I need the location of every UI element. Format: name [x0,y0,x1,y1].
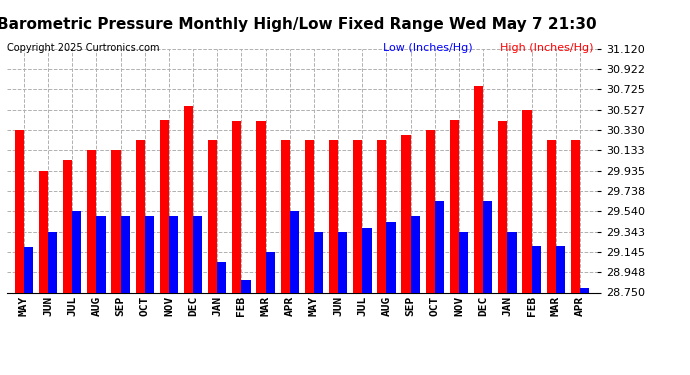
Bar [184,106,193,292]
Bar [121,216,130,292]
Bar [362,228,371,292]
Bar [531,246,541,292]
Bar [193,216,202,292]
Bar [507,231,517,292]
Text: Barometric Pressure Monthly High/Low Fixed Range Wed May 7 21:30: Barometric Pressure Monthly High/Low Fix… [0,17,597,32]
Bar [580,288,589,292]
Bar [169,216,178,292]
Bar [63,160,72,292]
Bar [483,201,493,292]
Bar [329,140,338,292]
Bar [402,135,411,292]
Bar [338,231,347,292]
Bar [24,247,33,292]
Bar [571,140,580,292]
Bar [498,121,507,292]
Bar [435,201,444,292]
Bar [39,171,48,292]
Bar [233,121,241,292]
Bar [217,262,226,292]
Bar [426,130,435,292]
Bar [474,86,483,292]
Bar [450,120,459,292]
Bar [266,252,275,292]
Text: Low (Inches/Hg): Low (Inches/Hg) [383,43,473,53]
Bar [257,121,266,292]
Bar [459,231,469,292]
Bar [411,216,420,292]
Bar [111,150,121,292]
Text: High (Inches/Hg): High (Inches/Hg) [500,43,594,53]
Bar [555,246,565,292]
Text: Copyright 2025 Curtronics.com: Copyright 2025 Curtronics.com [7,43,159,53]
Bar [14,130,24,292]
Bar [377,140,386,292]
Bar [72,211,81,292]
Bar [87,150,97,292]
Bar [522,110,531,292]
Bar [208,140,217,292]
Bar [135,140,145,292]
Bar [145,216,154,292]
Bar [546,140,555,292]
Bar [314,231,323,292]
Bar [305,140,314,292]
Bar [386,222,395,292]
Bar [290,211,299,292]
Bar [281,140,290,292]
Bar [353,140,362,292]
Bar [159,120,169,292]
Bar [97,216,106,292]
Bar [241,280,250,292]
Bar [48,231,57,292]
